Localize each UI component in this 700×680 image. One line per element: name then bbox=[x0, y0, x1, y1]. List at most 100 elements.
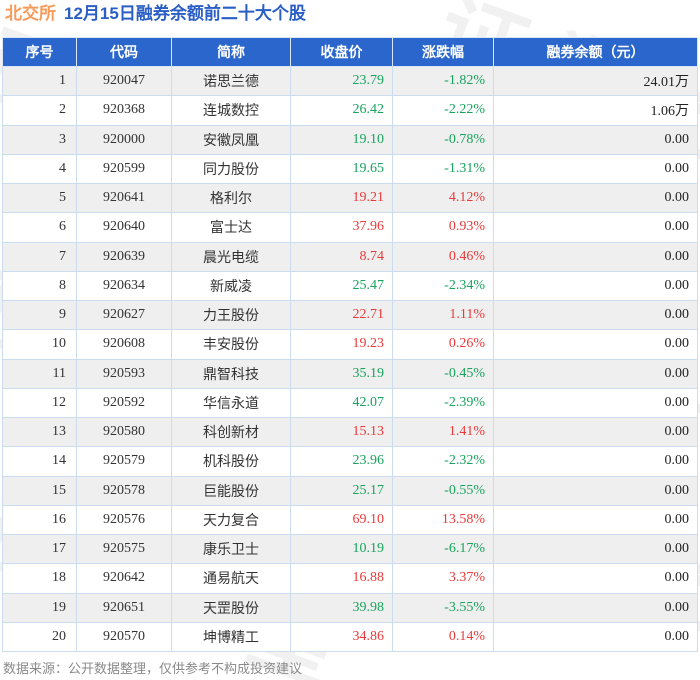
cell-index: 1 bbox=[2, 65, 77, 97]
table-row: 1 920047 诺思兰德 23.79 -1.82% 24.01万 bbox=[2, 65, 698, 97]
cell-change-pct: 0.14% bbox=[392, 621, 494, 653]
cell-close-price: 25.17 bbox=[290, 475, 393, 506]
cell-short-balance: 0.00 bbox=[493, 182, 698, 214]
data-source-note: 数据来源：公开数据整理，仅供参考不构成投资建议 bbox=[3, 661, 303, 676]
cell-code: 920599 bbox=[76, 153, 172, 185]
cell-code: 920570 bbox=[76, 621, 172, 653]
cell-index: 10 bbox=[2, 329, 77, 360]
cell-code: 920000 bbox=[76, 124, 172, 155]
cell-name: 坤博精工 bbox=[171, 621, 291, 653]
cell-change-pct: -3.55% bbox=[392, 592, 494, 623]
cell-name: 华信永道 bbox=[171, 387, 291, 419]
cell-close-price: 10.19 bbox=[290, 533, 393, 565]
cell-change-pct: -1.82% bbox=[392, 65, 494, 97]
cell-name: 连城数控 bbox=[171, 95, 291, 126]
cell-change-pct: -2.39% bbox=[392, 387, 494, 419]
cell-code: 920368 bbox=[76, 95, 172, 126]
cell-close-price: 25.47 bbox=[290, 270, 393, 302]
table-header-row: 序号 代码 简称 收盘价 涨跌幅 融券余额（元） bbox=[2, 37, 698, 67]
cell-change-pct: -0.55% bbox=[392, 475, 494, 506]
cell-name: 安徽凤凰 bbox=[171, 124, 291, 155]
table-row: 7 920639 晨光电缆 8.74 0.46% 0.00 bbox=[2, 241, 698, 272]
cell-index: 12 bbox=[2, 387, 77, 419]
cell-close-price: 39.98 bbox=[290, 592, 393, 623]
table-row: 11 920593 鼎智科技 35.19 -0.45% 0.00 bbox=[2, 358, 698, 389]
cell-short-balance: 0.00 bbox=[493, 621, 698, 653]
col-header-name: 简称 bbox=[171, 37, 291, 67]
cell-name: 天罡股份 bbox=[171, 592, 291, 623]
cell-change-pct: 1.41% bbox=[392, 416, 494, 448]
cell-index: 16 bbox=[2, 504, 77, 536]
cell-code: 920639 bbox=[76, 241, 172, 272]
cell-change-pct: -2.32% bbox=[392, 446, 494, 477]
table-row: 6 920640 富士达 37.96 0.93% 0.00 bbox=[2, 212, 698, 243]
cell-change-pct: 0.46% bbox=[392, 241, 494, 272]
cell-close-price: 19.10 bbox=[290, 124, 393, 155]
cell-name: 机科股份 bbox=[171, 446, 291, 477]
cell-name: 科创新材 bbox=[171, 416, 291, 448]
table-row: 14 920579 机科股份 23.96 -2.32% 0.00 bbox=[2, 446, 698, 477]
cell-short-balance: 0.00 bbox=[493, 153, 698, 185]
cell-name: 通易航天 bbox=[171, 563, 291, 594]
cell-short-balance: 0.00 bbox=[493, 329, 698, 360]
cell-name: 新威凌 bbox=[171, 270, 291, 302]
cell-index: 5 bbox=[2, 182, 77, 214]
col-header-short-balance: 融券余额（元） bbox=[493, 37, 698, 67]
cell-name: 力王股份 bbox=[171, 299, 291, 331]
cell-index: 4 bbox=[2, 153, 77, 185]
cell-code: 920579 bbox=[76, 446, 172, 477]
cell-change-pct: -2.34% bbox=[392, 270, 494, 302]
cell-index: 20 bbox=[2, 621, 77, 653]
cell-close-price: 23.96 bbox=[290, 446, 393, 477]
cell-index: 18 bbox=[2, 563, 77, 594]
cell-change-pct: -0.78% bbox=[392, 124, 494, 155]
cell-short-balance: 0.00 bbox=[493, 241, 698, 272]
table-row: 3 920000 安徽凤凰 19.10 -0.78% 0.00 bbox=[2, 124, 698, 155]
cell-change-pct: -1.31% bbox=[392, 153, 494, 185]
cell-close-price: 19.23 bbox=[290, 329, 393, 360]
cell-close-price: 8.74 bbox=[290, 241, 393, 272]
cell-change-pct: 3.37% bbox=[392, 563, 494, 594]
cell-change-pct: -0.45% bbox=[392, 358, 494, 389]
cell-change-pct: 1.11% bbox=[392, 299, 494, 331]
cell-short-balance: 0.00 bbox=[493, 533, 698, 565]
cell-name: 丰安股份 bbox=[171, 329, 291, 360]
cell-close-price: 19.21 bbox=[290, 182, 393, 214]
cell-close-price: 42.07 bbox=[290, 387, 393, 419]
cell-short-balance: 0.00 bbox=[493, 299, 698, 331]
col-header-change-pct: 涨跌幅 bbox=[392, 37, 494, 67]
cell-index: 15 bbox=[2, 475, 77, 506]
cell-code: 920575 bbox=[76, 533, 172, 565]
cell-code: 920580 bbox=[76, 416, 172, 448]
col-header-code: 代码 bbox=[76, 37, 172, 67]
cell-name: 诺思兰德 bbox=[171, 65, 291, 97]
table-row: 19 920651 天罡股份 39.98 -3.55% 0.00 bbox=[2, 592, 698, 623]
cell-short-balance: 0.00 bbox=[493, 475, 698, 506]
cell-index: 19 bbox=[2, 592, 77, 623]
table-row: 20 920570 坤博精工 34.86 0.14% 0.00 bbox=[2, 621, 698, 653]
table-row: 18 920642 通易航天 16.88 3.37% 0.00 bbox=[2, 563, 698, 594]
cell-code: 920592 bbox=[76, 387, 172, 419]
cell-code: 920578 bbox=[76, 475, 172, 506]
cell-name: 格利尔 bbox=[171, 182, 291, 214]
page-title: 北交所 12月15日融券余额前二十大个股 bbox=[5, 3, 306, 25]
cell-code: 920640 bbox=[76, 212, 172, 243]
cell-change-pct: 13.58% bbox=[392, 504, 494, 536]
cell-name: 同力股份 bbox=[171, 153, 291, 185]
cell-close-price: 35.19 bbox=[290, 358, 393, 389]
cell-short-balance: 24.01万 bbox=[493, 65, 698, 97]
col-header-index: 序号 bbox=[2, 37, 77, 67]
cell-short-balance: 0.00 bbox=[493, 446, 698, 477]
cell-short-balance: 1.06万 bbox=[493, 95, 698, 126]
cell-index: 13 bbox=[2, 416, 77, 448]
stocks-table: 序号 代码 简称 收盘价 涨跌幅 融券余额（元） 1 920047 诺思兰德 2… bbox=[2, 37, 698, 653]
cell-short-balance: 0.00 bbox=[493, 212, 698, 243]
cell-short-balance: 0.00 bbox=[493, 416, 698, 448]
cell-code: 920047 bbox=[76, 65, 172, 97]
cell-name: 天力复合 bbox=[171, 504, 291, 536]
cell-change-pct: -2.22% bbox=[392, 95, 494, 126]
cell-change-pct: 4.12% bbox=[392, 182, 494, 214]
table-row: 4 920599 同力股份 19.65 -1.31% 0.00 bbox=[2, 153, 698, 185]
cell-index: 8 bbox=[2, 270, 77, 302]
cell-code: 920634 bbox=[76, 270, 172, 302]
